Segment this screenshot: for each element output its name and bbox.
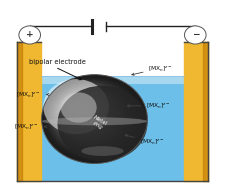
Circle shape: [69, 100, 91, 118]
Text: [MX$_n$]$^{z-}$: [MX$_n$]$^{z-}$: [125, 135, 164, 146]
Polygon shape: [184, 42, 208, 181]
Circle shape: [49, 82, 131, 150]
Text: [MX$_n$]$^{z-}$: [MX$_n$]$^{z-}$: [132, 64, 173, 75]
Circle shape: [184, 26, 206, 44]
Circle shape: [42, 75, 147, 163]
Circle shape: [43, 79, 109, 134]
Circle shape: [55, 87, 119, 141]
Polygon shape: [203, 42, 208, 181]
Circle shape: [66, 97, 97, 123]
Text: [MX$_n$]$^{z-}$: [MX$_n$]$^{z-}$: [127, 101, 171, 110]
Circle shape: [47, 80, 135, 154]
Bar: [38, 42, 187, 76]
Circle shape: [63, 94, 103, 128]
Circle shape: [47, 79, 137, 155]
Circle shape: [48, 81, 133, 152]
Circle shape: [45, 77, 141, 159]
Circle shape: [67, 98, 95, 121]
Circle shape: [56, 88, 117, 139]
Circle shape: [43, 76, 145, 162]
Bar: [0, 0, 225, 42]
Circle shape: [61, 92, 97, 123]
Text: bipolar electrode: bipolar electrode: [29, 59, 86, 65]
Circle shape: [64, 95, 101, 126]
Circle shape: [42, 75, 147, 163]
Text: Metal
ring: Metal ring: [90, 114, 108, 131]
Polygon shape: [17, 42, 22, 181]
Polygon shape: [17, 42, 41, 181]
Text: [MX$_n$]$^{z-}$: [MX$_n$]$^{z-}$: [14, 122, 47, 131]
Circle shape: [51, 84, 127, 147]
Circle shape: [19, 26, 40, 44]
Circle shape: [44, 76, 143, 160]
Circle shape: [70, 100, 89, 116]
Circle shape: [54, 86, 121, 142]
Circle shape: [60, 91, 109, 132]
Circle shape: [57, 89, 115, 137]
Ellipse shape: [81, 146, 124, 156]
Circle shape: [53, 85, 123, 144]
Circle shape: [52, 84, 125, 146]
Circle shape: [59, 91, 111, 134]
Circle shape: [45, 78, 139, 157]
Circle shape: [62, 93, 105, 129]
Text: −: −: [191, 30, 199, 40]
Circle shape: [65, 96, 99, 124]
Bar: [38, 76, 187, 84]
Bar: [38, 76, 187, 181]
Ellipse shape: [42, 117, 147, 125]
Text: [MX$_n$]$^{z-}$: [MX$_n$]$^{z-}$: [16, 90, 49, 99]
Circle shape: [58, 90, 113, 136]
Text: +: +: [26, 30, 34, 40]
Circle shape: [61, 92, 107, 131]
Circle shape: [50, 83, 129, 149]
Circle shape: [58, 86, 147, 161]
Circle shape: [68, 99, 93, 119]
